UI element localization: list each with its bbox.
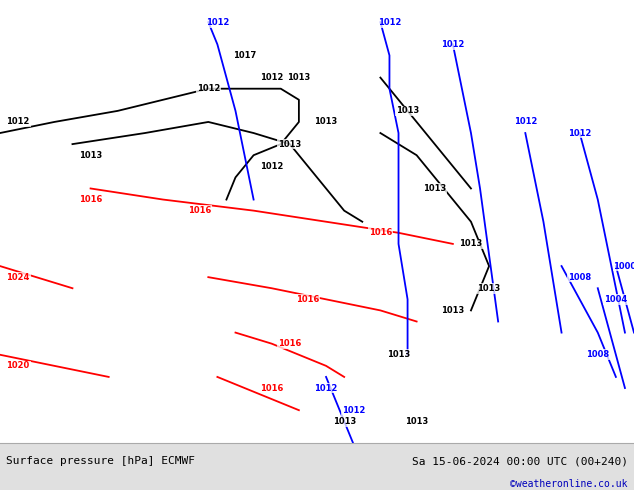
Text: 1016: 1016 xyxy=(188,206,211,215)
Text: 1016: 1016 xyxy=(278,339,302,348)
Text: 1012: 1012 xyxy=(260,73,283,82)
Text: 1013: 1013 xyxy=(405,417,428,426)
Text: 1012: 1012 xyxy=(514,118,537,126)
Text: 1016: 1016 xyxy=(260,384,283,392)
Text: 1017: 1017 xyxy=(233,51,256,60)
Text: 1013: 1013 xyxy=(423,184,446,193)
Text: 1013: 1013 xyxy=(387,350,410,359)
Text: 1016: 1016 xyxy=(79,195,102,204)
Text: 1013: 1013 xyxy=(441,306,465,315)
Text: 1013: 1013 xyxy=(278,140,301,148)
Text: 1012: 1012 xyxy=(378,18,401,26)
Text: 1012: 1012 xyxy=(197,84,220,93)
Text: 1000: 1000 xyxy=(613,262,634,270)
Text: 1024: 1024 xyxy=(6,272,30,282)
Text: 1013: 1013 xyxy=(333,417,356,426)
Text: 1012: 1012 xyxy=(441,40,465,49)
Text: 1013: 1013 xyxy=(314,118,338,126)
Text: 1008: 1008 xyxy=(568,272,592,282)
Text: 1013: 1013 xyxy=(460,240,482,248)
Text: 1013: 1013 xyxy=(287,73,311,82)
Text: 1013: 1013 xyxy=(79,151,102,160)
Text: 1012: 1012 xyxy=(342,406,365,415)
Text: 1013: 1013 xyxy=(477,284,501,293)
Text: Surface pressure [hPa] ECMWF: Surface pressure [hPa] ECMWF xyxy=(6,456,195,466)
Text: 1012: 1012 xyxy=(205,18,229,26)
Text: 1016: 1016 xyxy=(296,295,320,304)
Text: 1020: 1020 xyxy=(6,361,30,370)
Text: 1012: 1012 xyxy=(260,162,283,171)
Text: Sa 15-06-2024 00:00 UTC (00+240): Sa 15-06-2024 00:00 UTC (00+240) xyxy=(411,456,628,466)
Text: 1008: 1008 xyxy=(586,350,609,359)
Text: 1012: 1012 xyxy=(568,128,592,138)
Text: ©weatheronline.co.uk: ©weatheronline.co.uk xyxy=(510,479,628,490)
Text: 1016: 1016 xyxy=(369,228,392,237)
Text: 1012: 1012 xyxy=(6,118,30,126)
Text: 1004: 1004 xyxy=(604,295,628,304)
Text: 1012: 1012 xyxy=(314,384,338,392)
Text: 1013: 1013 xyxy=(396,106,419,115)
